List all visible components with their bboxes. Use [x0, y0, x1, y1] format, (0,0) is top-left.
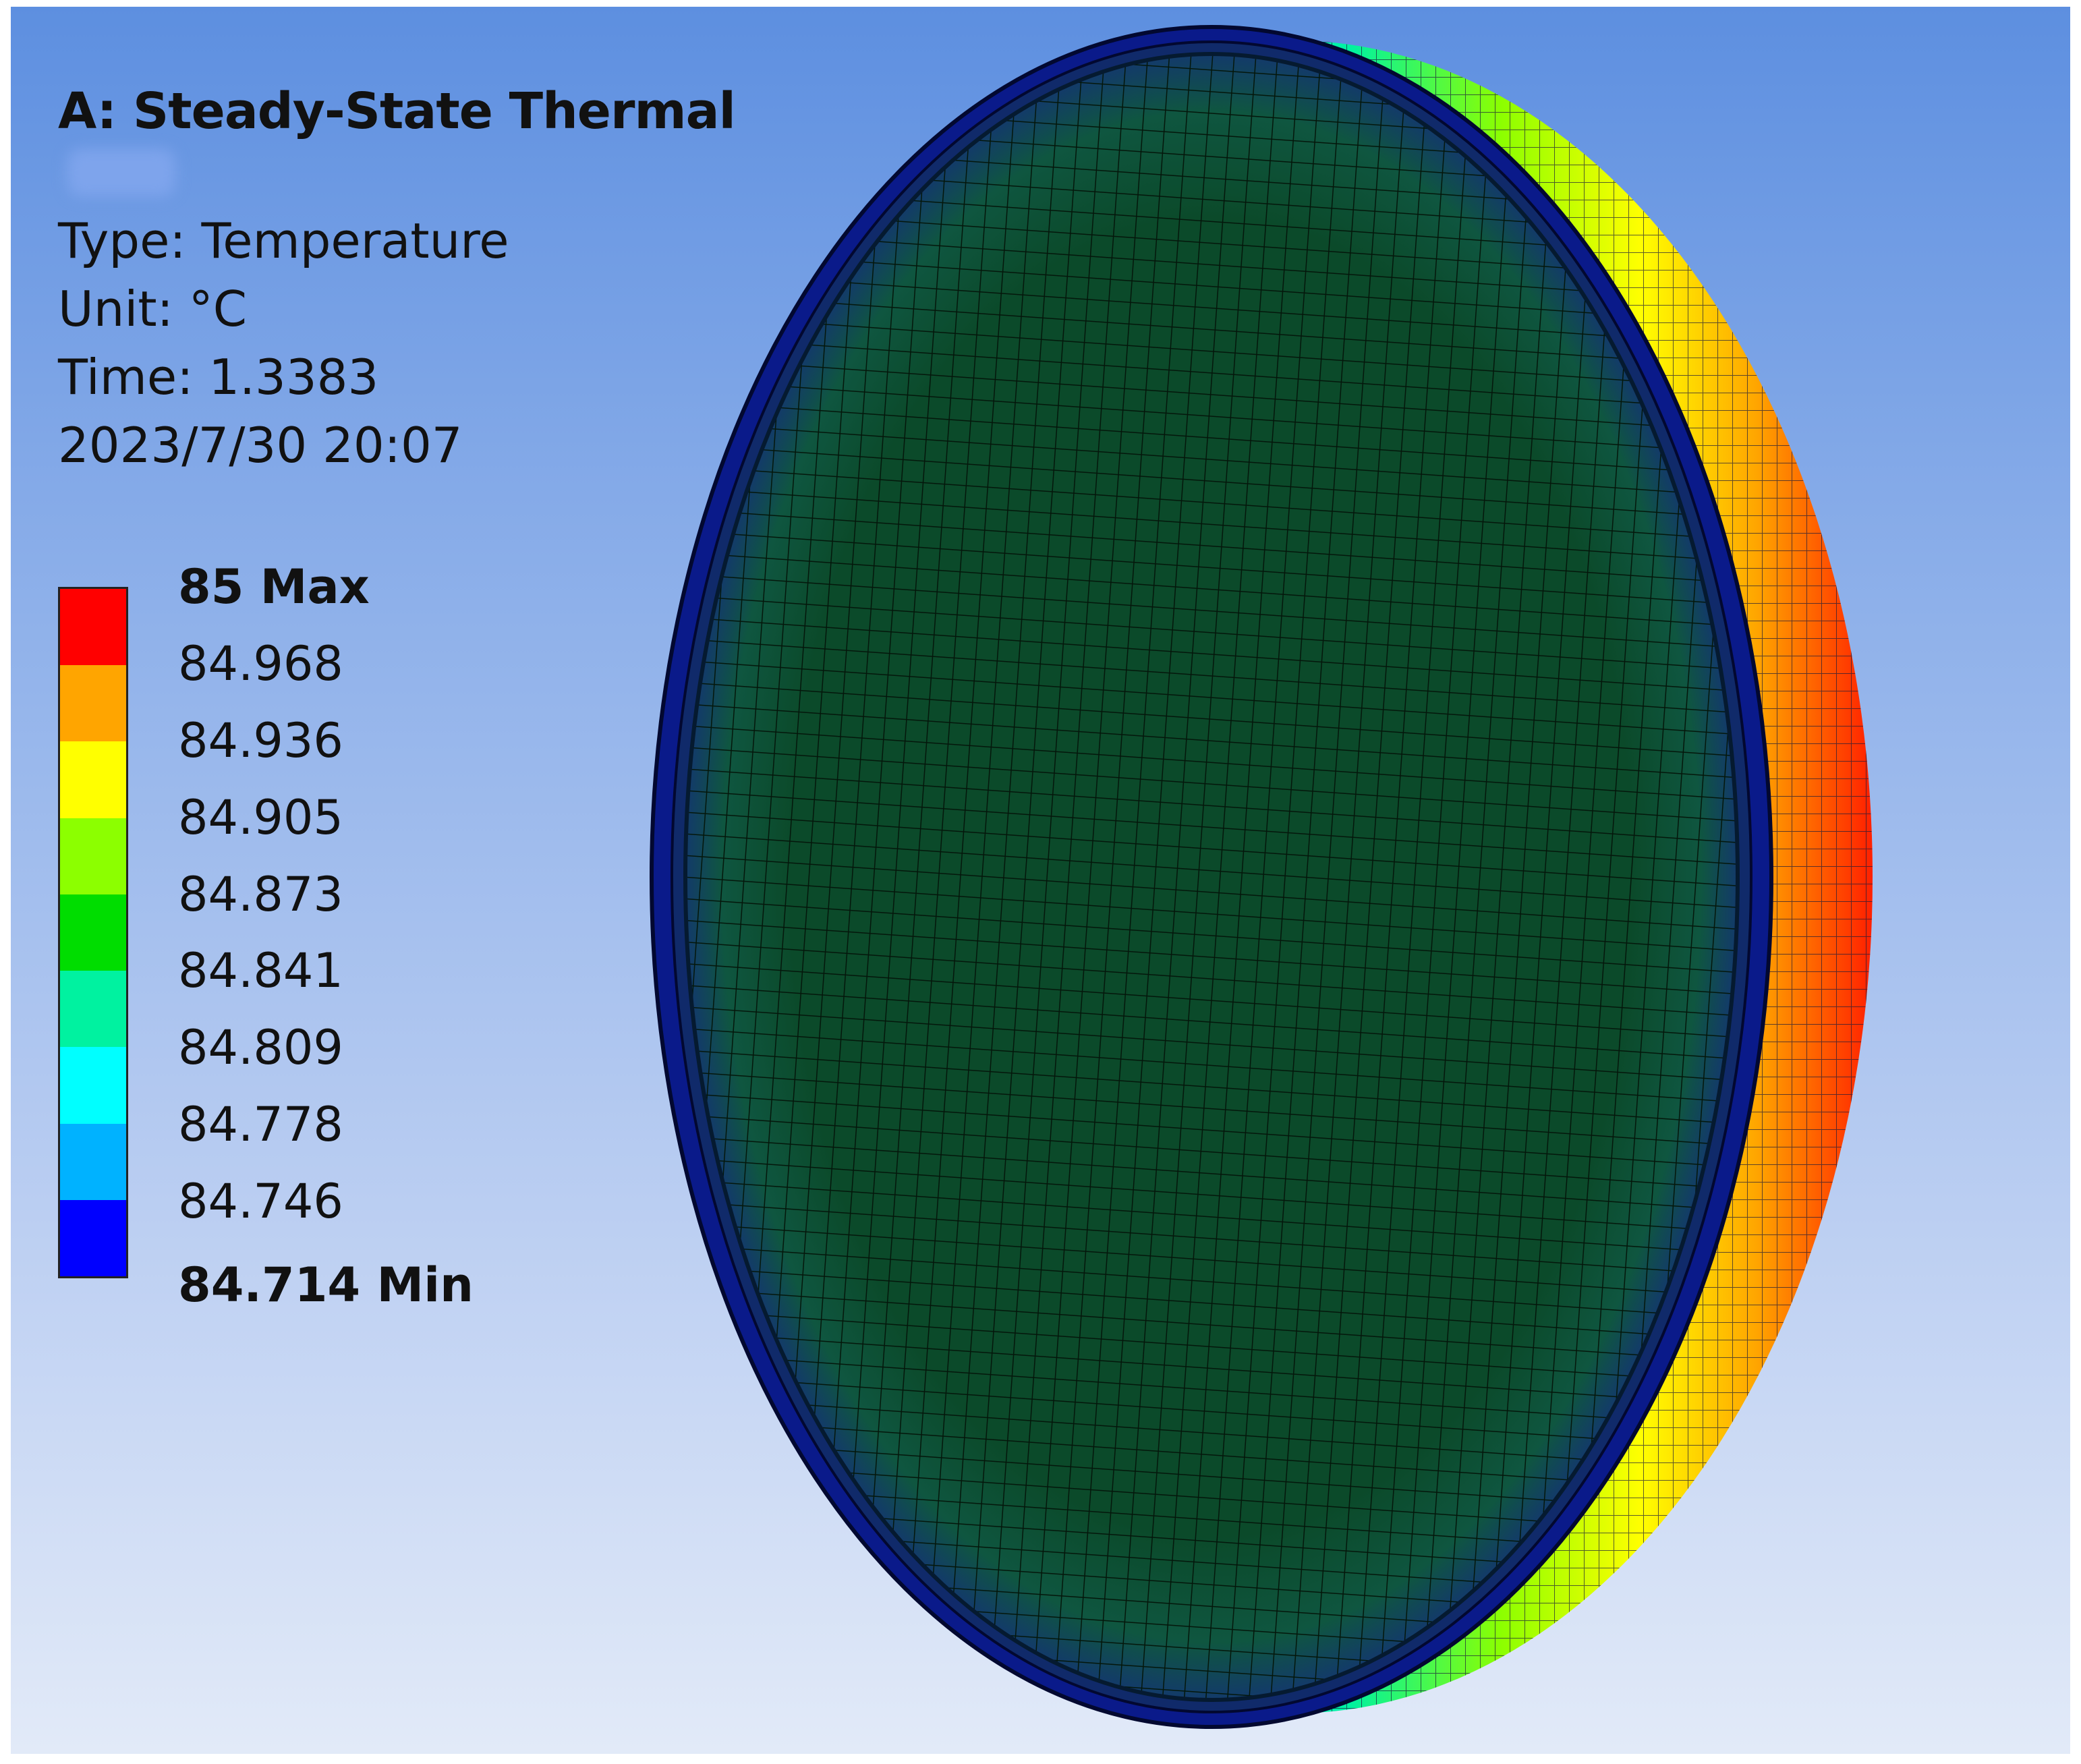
graphics-viewport[interactable]: A: Steady-State Thermal Type: Temperatur…	[11, 7, 2070, 1754]
legend-tick-label: 84.778	[178, 1097, 343, 1153]
legend-band	[60, 1047, 126, 1124]
legend-tick-label: 84.968	[178, 635, 343, 691]
result-unit: Unit: °C	[58, 281, 247, 337]
disk-model[interactable]	[11, 7, 2070, 1754]
legend-band	[60, 665, 126, 742]
disk-face-edge	[683, 52, 1740, 1702]
legend-tick-label: 84.905	[178, 789, 343, 845]
result-date: 2023/7/30 20:07	[58, 417, 463, 474]
disk-face-mesh	[685, 54, 1738, 1700]
legend-band	[60, 894, 126, 971]
legend-band	[60, 589, 126, 666]
legend-tick-label: 84.746	[178, 1174, 343, 1230]
legend-tick-label: 84.809	[178, 1020, 343, 1076]
result-time: Time: 1.3383	[58, 349, 379, 405]
legend-min-label: 84.714 Min	[178, 1257, 474, 1313]
legend-band	[60, 818, 126, 894]
legend-band	[60, 1199, 126, 1276]
result-info-panel: A: Steady-State Thermal Type: Temperatur…	[58, 78, 736, 480]
legend-tick-label: 84.936	[178, 712, 343, 768]
legend-band	[60, 971, 126, 1048]
legend-max-label: 85 Max	[178, 559, 370, 615]
legend-band	[60, 1123, 126, 1200]
legend-tick-label: 84.873	[178, 866, 343, 922]
analysis-title: A: Steady-State Thermal	[58, 82, 736, 140]
legend-color-bar	[58, 587, 128, 1278]
result-type: Type: Temperature	[58, 212, 509, 269]
legend-band	[60, 741, 126, 818]
obscured-label	[67, 149, 175, 196]
legend-tick-label: 84.841	[178, 943, 343, 999]
